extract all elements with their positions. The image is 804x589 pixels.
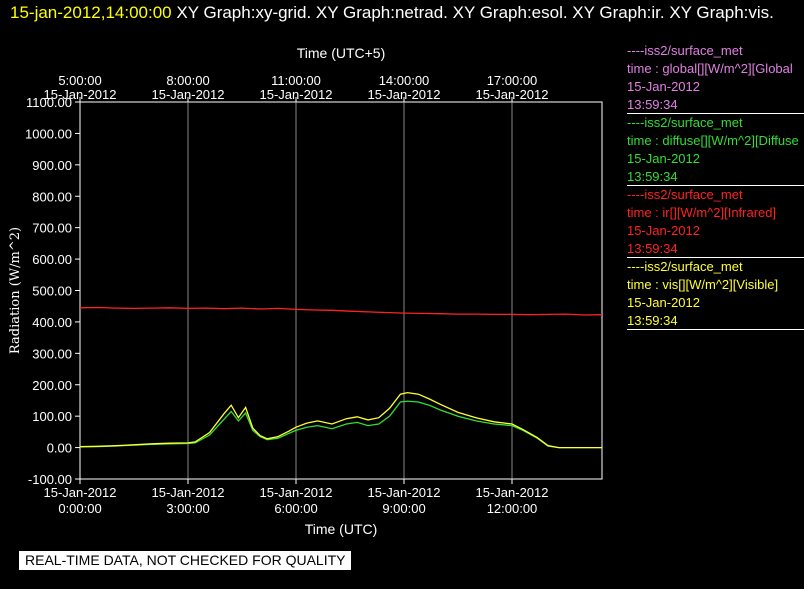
- x2-tick-label-time: 8:00:00: [166, 73, 209, 88]
- series-line-vis: [79, 391, 602, 449]
- quality-note: REAL-TIME DATA, NOT CHECKED FOR QUALITY: [19, 551, 352, 570]
- legend-date: 15-Jan-2012: [627, 79, 700, 94]
- y-tick-label: 400.00: [32, 315, 72, 330]
- x-tick-label-date: 15-Jan-2012: [368, 485, 441, 500]
- x2-tick-label-date: 15-Jan-2012: [476, 87, 549, 102]
- y-tick-label: 700.00: [32, 221, 72, 236]
- plot-frame: [79, 101, 603, 480]
- x2-tick-label-time: 14:00:00: [379, 73, 430, 88]
- x-tick-label-date: 15-Jan-2012: [44, 485, 117, 500]
- x2-tick-label-time: 17:00:00: [487, 73, 538, 88]
- legend-separator: [627, 113, 804, 114]
- x-tick-label-date: 15-Jan-2012: [260, 485, 333, 500]
- y-axis-title: Radiation (W/m^2): [8, 227, 23, 354]
- legend-source: ----iss2/surface_met: [627, 115, 743, 130]
- x-tick-label-date: 15-Jan-2012: [152, 485, 225, 500]
- legend-source: ----iss2/surface_met: [627, 43, 743, 58]
- y-tick-label: 1100.00: [26, 95, 72, 110]
- y-tick-label: 100.00: [32, 409, 72, 424]
- legend-time: 13:59:34: [627, 241, 678, 256]
- y-tick-label: 900.00: [32, 158, 72, 173]
- legend-field: time : global[][W/m^2][Global: [627, 61, 793, 76]
- legend-time: 13:59:34: [627, 313, 678, 328]
- legend-date: 15-Jan-2012: [627, 295, 700, 310]
- y-tick-label: 800.00: [32, 189, 72, 204]
- x-tick-label-time: 12:00:00: [487, 501, 538, 516]
- series-line-ir: [79, 306, 603, 316]
- chart-title: 15-jan-2012,14:00:00 XY Graph:xy-grid. X…: [10, 2, 800, 23]
- x2-tick-label-time: 11:00:00: [271, 73, 321, 88]
- y-tick-label: 500.00: [32, 284, 72, 299]
- series-line-diffuse: [79, 400, 602, 449]
- legend-separator: [627, 185, 804, 186]
- y-tick-label: 200.00: [32, 378, 72, 393]
- x2-tick-label-date: 15-Jan-2012: [260, 87, 333, 102]
- legend-date: 15-Jan-2012: [627, 223, 700, 238]
- y-tick-label: 1000.00: [25, 126, 72, 141]
- y-tick-label: 600.00: [32, 252, 72, 267]
- y-tick-label: 300.00: [32, 346, 72, 361]
- legend-date: 15-Jan-2012: [627, 151, 700, 166]
- legend-separator: [627, 329, 804, 330]
- x2-axis-title: Time (UTC+5): [297, 45, 386, 61]
- legend-separator: [627, 257, 804, 258]
- y-tick-label: -100.00: [28, 472, 72, 487]
- x-tick-label-time: 3:00:00: [166, 501, 209, 516]
- legend-time: 13:59:34: [627, 97, 678, 112]
- x-tick-label-date: 15-Jan-2012: [476, 485, 549, 500]
- legend-field: time : diffuse[][W/m^2][Diffuse: [627, 133, 799, 148]
- legend-field: time : ir[][W/m^2][Infrared]: [627, 205, 777, 220]
- x-tick-label-time: 0:00:00: [58, 501, 101, 516]
- legend-time: 13:59:34: [627, 169, 678, 184]
- x2-tick-label-date: 15-Jan-2012: [152, 87, 225, 102]
- y-tick-label: 0.00: [47, 441, 72, 456]
- x-axis-title: Time (UTC): [305, 521, 378, 537]
- x2-tick-label-date: 15-Jan-2012: [368, 87, 441, 102]
- x-tick-label-time: 9:00:00: [382, 501, 425, 516]
- legend-source: ----iss2/surface_met: [627, 259, 743, 274]
- x2-tick-label-date: 15-Jan-2012: [44, 87, 117, 102]
- title-graphs: XY Graph:xy-grid. XY Graph:netrad. XY Gr…: [176, 3, 774, 22]
- legend-source: ----iss2/surface_met: [627, 187, 743, 202]
- x2-tick-label-time: 5:00:00: [58, 73, 101, 88]
- legend-field: time : vis[][W/m^2][Visible]: [627, 277, 779, 292]
- x-tick-label-time: 6:00:00: [274, 501, 317, 516]
- title-timestamp: 15-jan-2012,14:00:00: [10, 3, 172, 22]
